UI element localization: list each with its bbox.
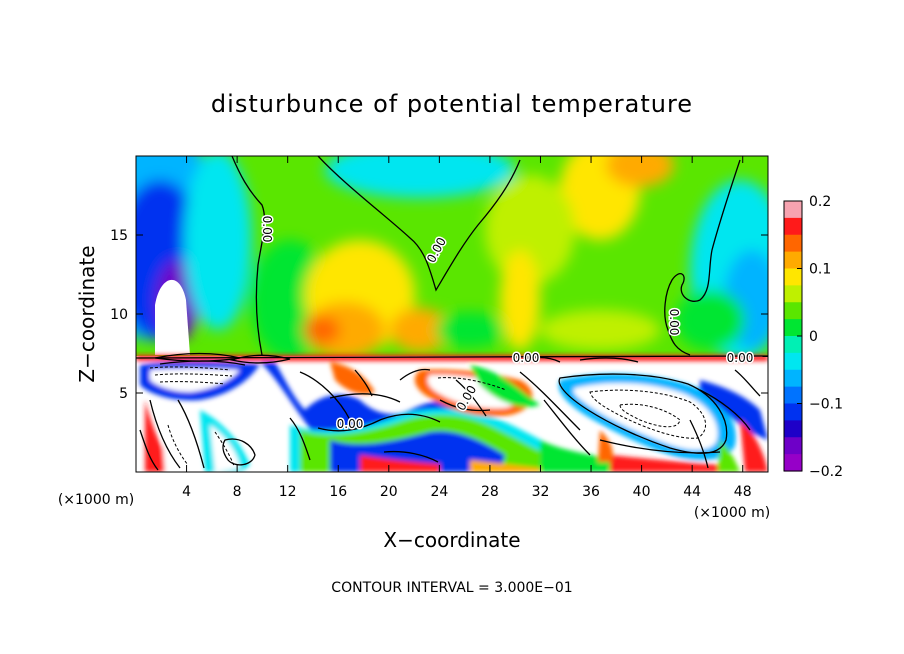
contour-label: 0.00 — [667, 309, 681, 336]
x-tick-label: 20 — [380, 484, 398, 500]
contour-label: 0.00 — [337, 417, 364, 431]
x-tick-label: 44 — [683, 484, 701, 500]
colorbar-swatch — [784, 234, 802, 253]
contour-lines — [136, 156, 768, 471]
colorbar-swatch — [784, 268, 802, 286]
colorbar-tick-label: 0.1 — [809, 262, 831, 278]
y-axis: 5 10 15 — [110, 228, 768, 402]
lower-layer — [136, 355, 768, 472]
colorbar-swatch — [784, 302, 802, 320]
y-tick-label: 15 — [110, 228, 128, 244]
y-axis-unit: (×1000 m) — [58, 492, 134, 508]
colorbar-swatch — [784, 336, 802, 354]
colorbar: 0.2 0.1 0 −0.1 −0.2 — [783, 194, 843, 480]
colorbar-swatch — [784, 369, 802, 388]
upper-layer — [136, 156, 768, 360]
contour-interval-note: CONTOUR INTERVAL = 3.000E−01 — [331, 580, 572, 596]
colorbar-swatch — [784, 403, 802, 421]
colorbar-swatch — [784, 251, 802, 270]
x-tick-label: 12 — [279, 484, 297, 500]
colorbar-tick-label: −0.1 — [809, 397, 843, 413]
y-tick-label: 10 — [110, 307, 128, 323]
x-axis-unit: (×1000 m) — [694, 505, 770, 521]
x-tick-label: 8 — [233, 484, 242, 500]
x-tick-label: 16 — [329, 484, 347, 500]
y-tick-label: 5 — [119, 386, 128, 402]
colorbar-swatch — [784, 437, 802, 455]
colorbar-tick-label: 0 — [809, 329, 818, 345]
white-void-region — [155, 279, 190, 355]
contour-label: 0.00 — [260, 216, 274, 243]
colorbar-swatch — [784, 201, 802, 219]
heatmap-field: 0.00 0.00 0.00 0.00 0.00 0.00 0.00 — [136, 156, 768, 472]
x-tick-label: 24 — [430, 484, 448, 500]
y-axis-label: Z−coordinate — [75, 245, 99, 382]
colorbar-swatch — [784, 386, 802, 405]
contour-label: 0.00 — [727, 351, 754, 365]
colorbar-swatch — [784, 285, 802, 303]
x-axis-label: X−coordinate — [383, 528, 520, 552]
colorbar-tick-label: −0.2 — [809, 464, 843, 480]
x-tick-label: 32 — [532, 484, 550, 500]
x-tick-label: 36 — [582, 484, 600, 500]
colorbar-tick-label: 0.2 — [809, 194, 831, 210]
colorbar-swatch — [784, 217, 802, 236]
x-tick-label: 48 — [734, 484, 752, 500]
contour-label: 0.00 — [513, 351, 540, 365]
colorbar-swatch — [784, 454, 802, 472]
x-axis: 4 8 12 16 20 24 28 32 36 40 44 48 — [182, 156, 752, 500]
x-tick-label: 4 — [182, 484, 191, 500]
colorbar-swatch — [784, 352, 802, 371]
x-tick-label: 40 — [633, 484, 651, 500]
x-tick-label: 28 — [481, 484, 499, 500]
colorbar-swatch — [784, 319, 802, 337]
colorbar-swatch — [784, 420, 802, 438]
chart-title: disturbunce of potential temperature — [211, 90, 693, 118]
